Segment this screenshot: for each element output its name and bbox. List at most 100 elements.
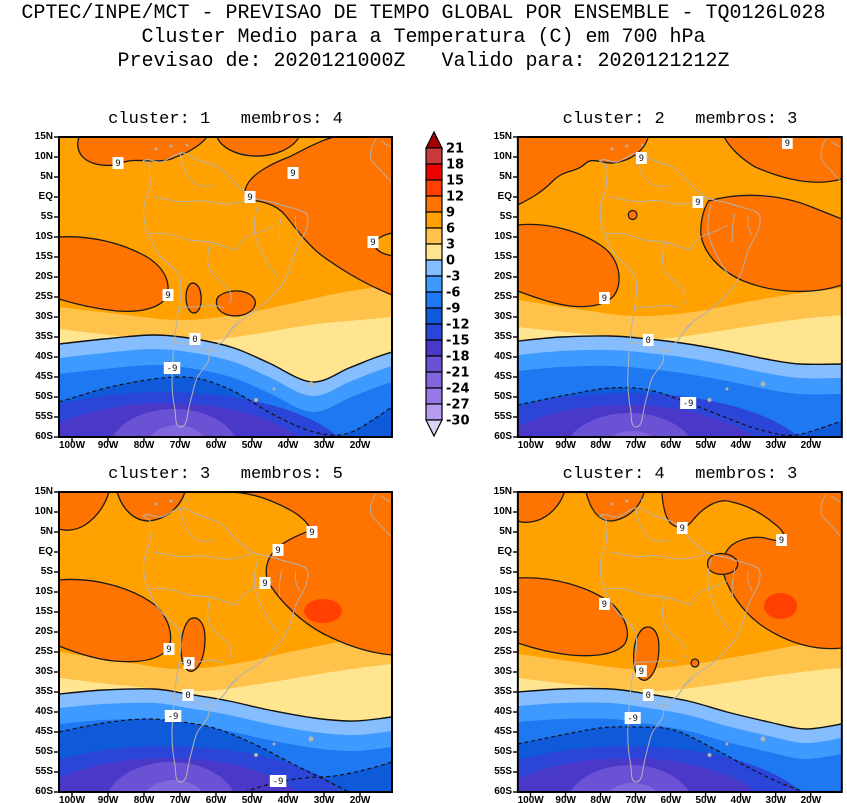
lat-tick-label: 35S	[494, 331, 512, 342]
colorbar-level-label: 18	[446, 158, 464, 173]
svg-text:9: 9	[602, 600, 607, 610]
lon-tick-label: 70W	[625, 440, 646, 451]
lat-tick-label: 15S	[494, 606, 512, 617]
map-cluster-4: 9 9 9 9 0 -9	[513, 491, 843, 797]
lat-tick-label: EQ	[497, 546, 512, 557]
lat-tick-label: 55S	[494, 411, 512, 422]
colorbar-level-label: -3	[446, 270, 460, 285]
svg-text:9: 9	[695, 198, 700, 208]
lat-tick-label: 20S	[35, 626, 53, 637]
lat-tick-label: 45S	[494, 371, 512, 382]
lat-tick-label: 35S	[494, 686, 512, 697]
lat-tick-label: 35S	[35, 686, 53, 697]
lat-tick-label: 55S	[35, 411, 53, 422]
colorbar-level-label: -21	[446, 366, 470, 381]
colorbar-level-label: -24	[446, 382, 470, 397]
lat-tick-label: 15N	[34, 131, 53, 142]
lat-tick-label: 40S	[35, 706, 53, 717]
svg-text:9: 9	[115, 159, 120, 169]
lon-tick-label: 50W	[695, 795, 717, 803]
lat-tick-label: 10S	[35, 586, 53, 597]
lat-tick-label: 15S	[494, 251, 512, 262]
lat-tick-label: 25S	[35, 291, 53, 302]
lat-tick-label: 15N	[34, 486, 53, 497]
colorbar-level-label: 12	[446, 190, 464, 205]
svg-text:-9: -9	[628, 714, 639, 724]
svg-text:9: 9	[166, 645, 171, 655]
lon-tick-label: 80W	[590, 440, 611, 451]
lon-tick-label: 60W	[205, 440, 227, 451]
lat-tick-label: 10N	[493, 151, 512, 162]
contour-label: 0	[189, 333, 201, 345]
lon-tick-label: 40W	[277, 440, 299, 451]
lat-tick-label: 45S	[35, 371, 53, 382]
svg-text:-9: -9	[683, 399, 694, 409]
lon-tick-label: 30W	[313, 795, 335, 803]
panel-title-cluster-2: cluster: 2 membros: 3	[562, 110, 798, 129]
lon-tick-label: 80W	[133, 795, 155, 803]
lat-tick-label: 5S	[499, 566, 512, 577]
contour-label: 0	[643, 334, 654, 346]
figure-title-line3: Previsao de: 2020121000Z Valido para: 20…	[117, 50, 730, 73]
colorbar-level-label: -30	[446, 414, 470, 429]
lat-tick-label: 15N	[493, 131, 512, 142]
contour-label: 9	[782, 137, 793, 149]
map-cluster-3: 9 9 9 9 9 0 -9 -9	[54, 491, 393, 797]
svg-text:9: 9	[779, 536, 784, 546]
contour-label: 9	[599, 598, 610, 610]
contour-label: 9	[367, 236, 379, 248]
lat-tick-label: 50S	[494, 746, 512, 757]
lon-tick-label: 70W	[169, 440, 191, 451]
svg-text:9: 9	[275, 546, 280, 556]
svg-text:9: 9	[186, 659, 191, 669]
lon-tick-label: 40W	[730, 440, 752, 451]
contour-label: 9	[287, 167, 299, 179]
lat-tick-label: 5N	[499, 526, 512, 537]
lat-tick-label: 25S	[494, 291, 512, 302]
lat-tick-label: 10S	[35, 231, 53, 242]
lon-tick-label: 60W	[660, 440, 682, 451]
lat-tick-label: 60S	[494, 786, 512, 797]
lat-tick-label: 5S	[40, 211, 53, 222]
contour-label: -9	[269, 775, 287, 787]
contour-label: -9	[163, 362, 181, 374]
lat-tick-label: 60S	[35, 786, 53, 797]
svg-text:9: 9	[262, 579, 267, 589]
lat-tick-label: EQ	[38, 546, 53, 557]
lon-tick-label: 20W	[800, 795, 822, 803]
lat-tick-label: 50S	[35, 746, 53, 757]
lat-tick-label: 30S	[35, 666, 53, 677]
lat-tick-label: EQ	[38, 191, 53, 202]
colorbar-level-label: -27	[446, 398, 470, 413]
lon-tick-label: 90W	[555, 795, 576, 803]
colorbar-level-label: -12	[446, 318, 470, 333]
lon-tick-label: 50W	[241, 440, 263, 451]
svg-text:9: 9	[785, 139, 790, 149]
lon-tick-label: 90W	[555, 440, 576, 451]
contour-label: 9	[677, 522, 688, 534]
panel-title-cluster-4: cluster: 4 membros: 3	[562, 465, 798, 484]
colorbar-level-label: -9	[446, 302, 460, 317]
lat-tick-label: 20S	[35, 271, 53, 282]
colorbar-level-label: 15	[446, 174, 464, 189]
lat-tick-label: 40S	[494, 706, 512, 717]
lon-tick-label: 80W	[590, 795, 611, 803]
lat-tick-label: 30S	[35, 311, 53, 322]
svg-text:9: 9	[639, 667, 644, 677]
contour-label: 9	[636, 152, 647, 164]
svg-text:9: 9	[290, 169, 295, 179]
lat-tick-label: 40S	[494, 351, 512, 362]
contour-label: 9	[306, 526, 318, 538]
lat-tick-label: 20S	[494, 626, 512, 637]
lon-tick-label: 100W	[517, 795, 544, 803]
lon-tick-label: 100W	[517, 440, 544, 451]
svg-text:-9: -9	[167, 364, 178, 374]
lon-tick-label: 40W	[277, 795, 299, 803]
colorbar-level-label: 21	[446, 142, 464, 157]
panel-title-cluster-1: cluster: 1 membros: 4	[108, 110, 343, 129]
lon-tick-label: 90W	[97, 795, 119, 803]
lon-tick-label: 90W	[97, 440, 119, 451]
contour-label: 9	[259, 577, 271, 589]
lon-tick-label: 80W	[133, 440, 155, 451]
